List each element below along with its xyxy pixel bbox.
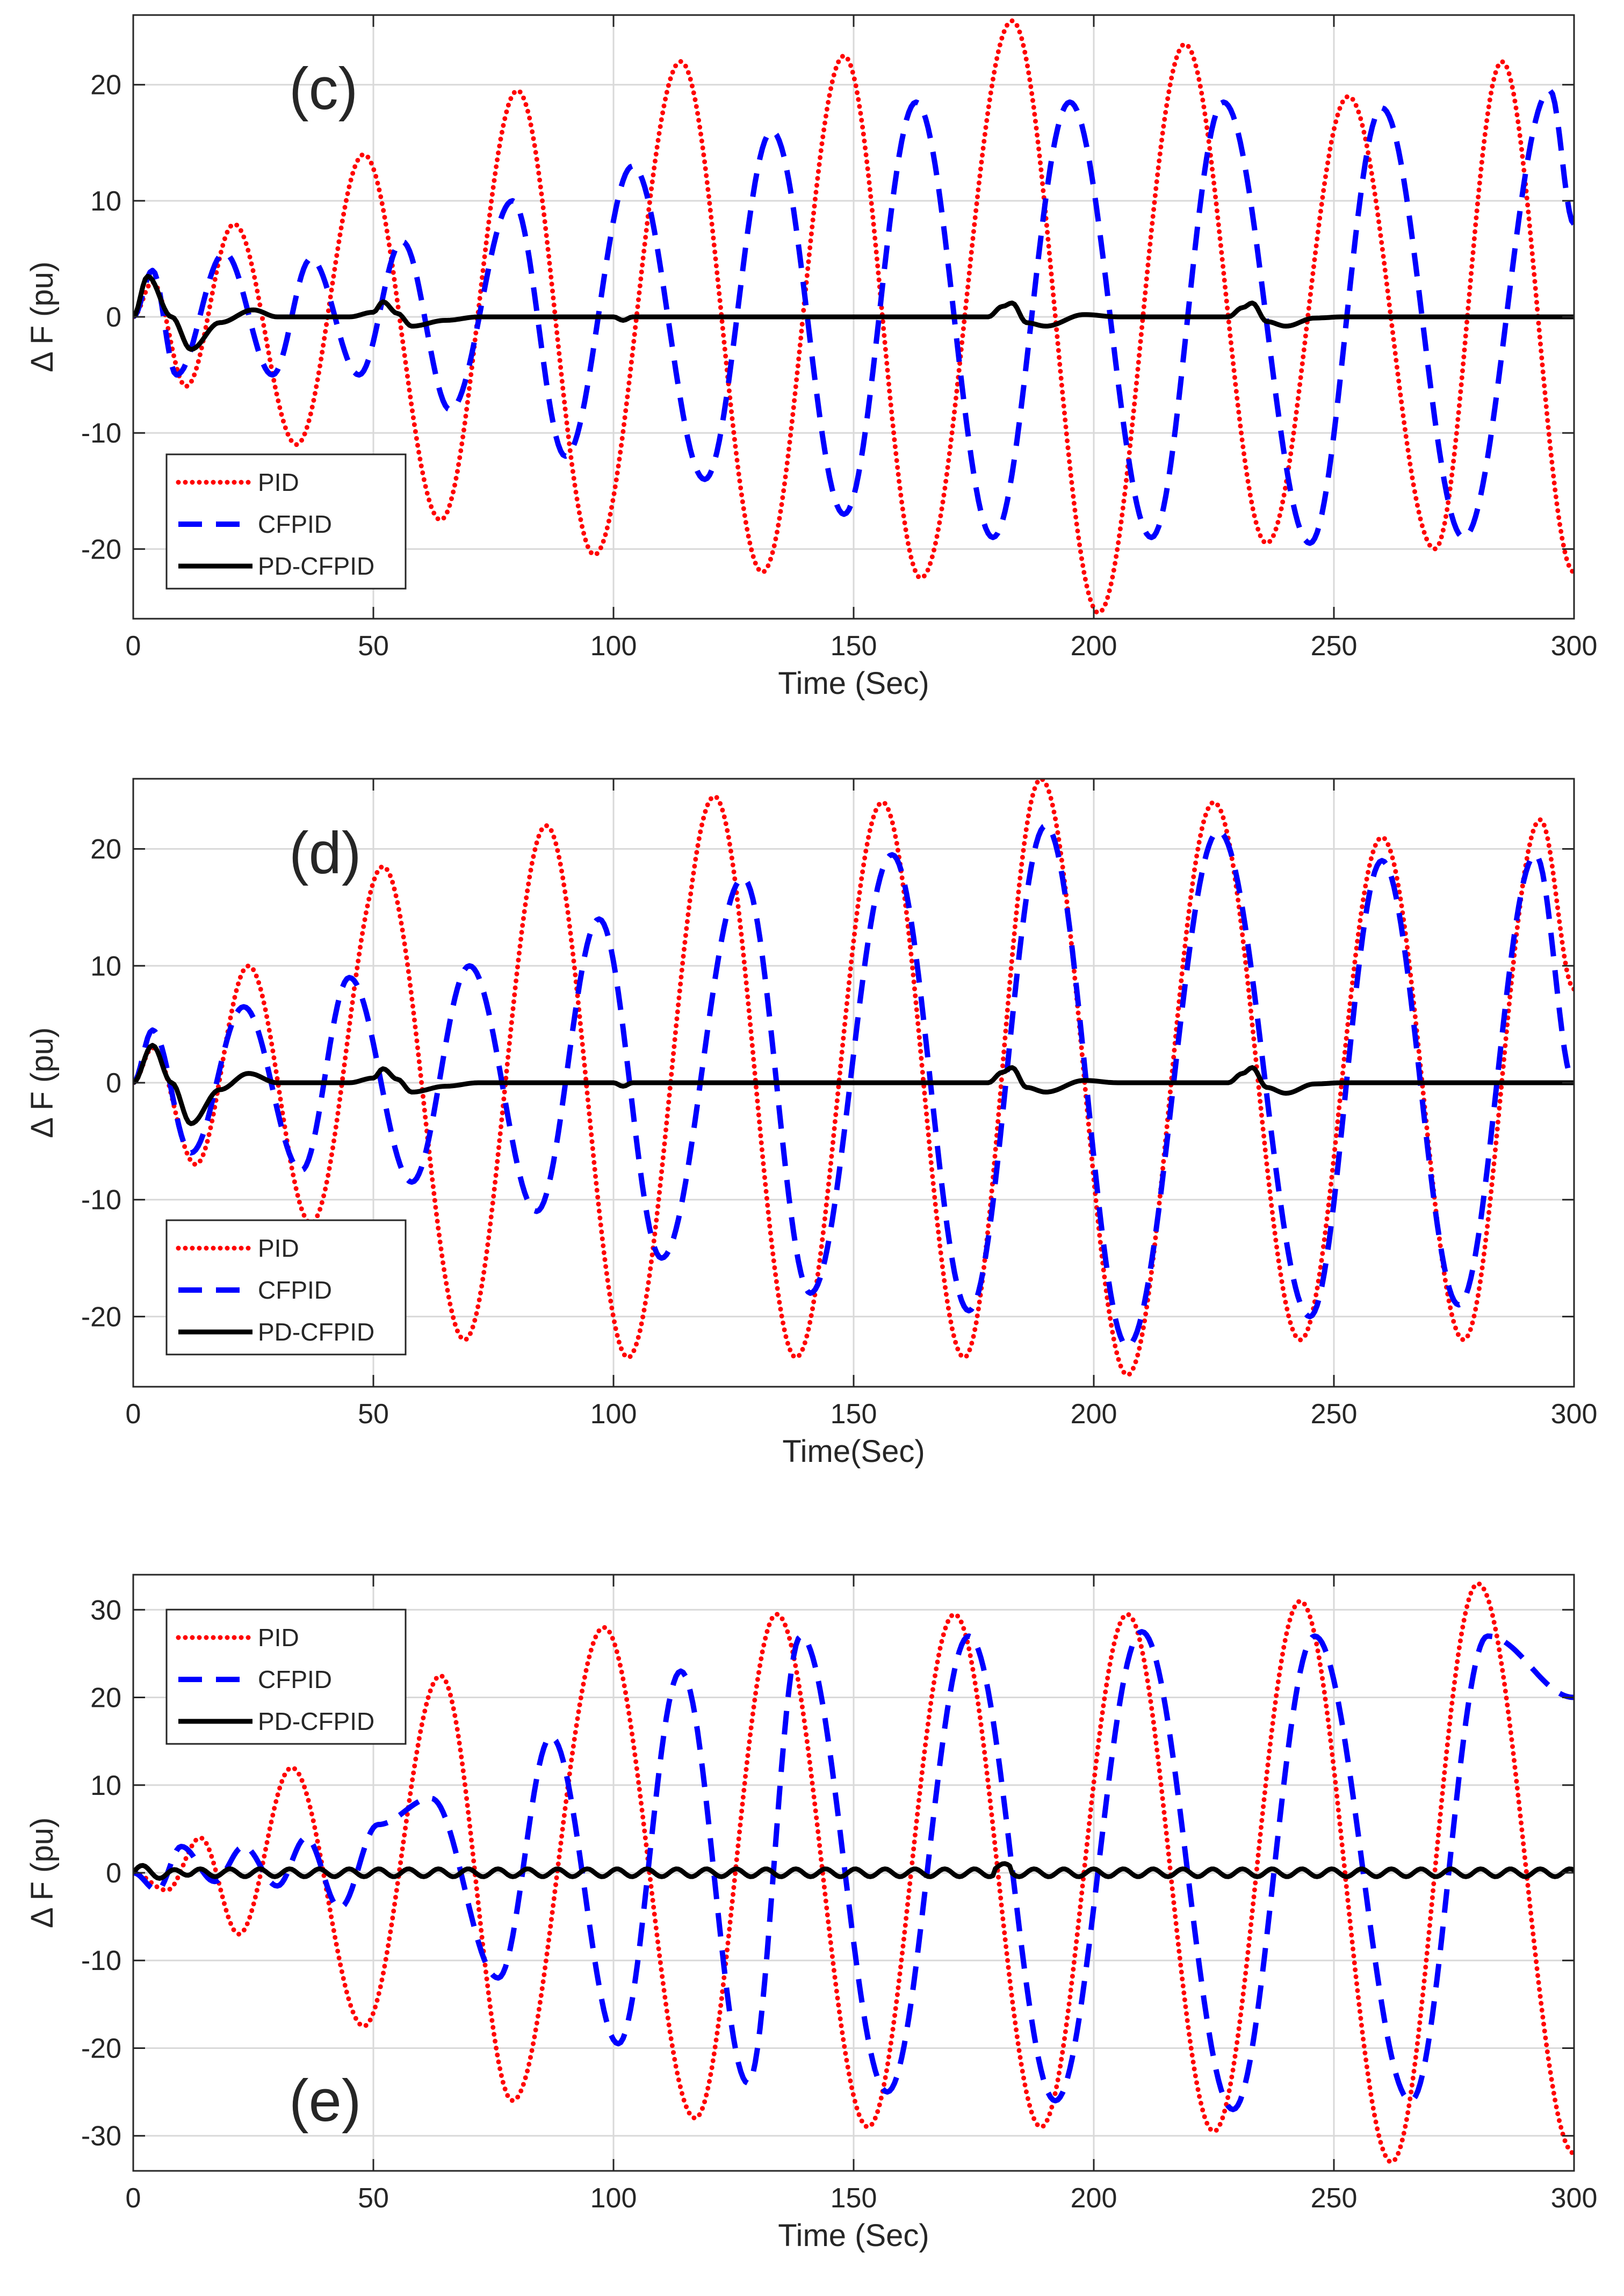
y-tick-label: -20 (81, 1301, 121, 1332)
x-tick-label: 300 (1551, 2183, 1598, 2214)
legend: PID CFPID PD-CFPID (165, 453, 407, 590)
y-tick-label: 20 (90, 834, 121, 865)
y-tick-label: 0 (106, 1068, 121, 1099)
x-tick-label: 100 (590, 2183, 637, 2214)
legend-label: PID (258, 1234, 299, 1262)
y-axis-label: Δ F (pu) (25, 1817, 60, 1928)
x-tick-label: 0 (126, 2183, 141, 2214)
legend-label: CFPID (258, 510, 332, 538)
series-line-pid (133, 1581, 1574, 2165)
y-tick-label: 10 (90, 951, 121, 982)
panel-label: (e) (289, 2068, 361, 2134)
y-tick-label: 30 (90, 1595, 121, 1626)
x-axis-label: Time (Sec) (778, 2218, 929, 2253)
x-tick-label: 150 (831, 631, 877, 662)
y-tick-label: 20 (90, 70, 121, 101)
y-tick-label: 10 (90, 186, 121, 217)
legend: PID CFPID PD-CFPID (165, 1609, 407, 1745)
y-tick-label: 10 (90, 1770, 121, 1801)
y-tick-label: 0 (106, 302, 121, 333)
x-tick-label: 250 (1311, 1399, 1358, 1430)
x-tick-label: 200 (1071, 631, 1117, 662)
x-tick-label: 0 (126, 631, 141, 662)
y-tick-label: 0 (106, 1858, 121, 1889)
chart-panel-c: 0 50 100 150 200 250 300 -20 -10 0 10 20 Time (Sec) Δ… (25, 14, 1598, 701)
y-tick-label: -20 (81, 2033, 121, 2064)
series-line-pid (133, 779, 1574, 1378)
x-tick-label: 0 (126, 1399, 141, 1430)
x-tick-label: 300 (1551, 1399, 1598, 1430)
series-line-pd-cfpid (133, 1042, 1574, 1126)
series-group (133, 779, 1574, 1378)
legend-label: PD-CFPID (258, 1318, 374, 1346)
chart-panel-d: 0 50 100 150 200 250 300 -20 -10 0 10 20 Time(Sec) Δ … (25, 778, 1598, 1469)
series-line-cfpid (133, 88, 1574, 546)
series-line-pid (133, 18, 1574, 615)
legend: PID CFPID PD-CFPID (165, 1219, 407, 1356)
y-tick-label: 20 (90, 1683, 121, 1714)
legend-label: CFPID (258, 1665, 332, 1693)
y-tick-label: -10 (81, 1945, 121, 1976)
series-group (133, 1581, 1574, 2165)
x-axis-label: Time (Sec) (778, 666, 929, 701)
x-tick-label: 200 (1071, 1399, 1117, 1430)
panel-label: (d) (289, 820, 361, 886)
legend-label: PD-CFPID (258, 552, 374, 580)
series-line-pd-cfpid (133, 273, 1574, 352)
legend-label: PID (258, 1624, 299, 1652)
series-line-pd-cfpid (133, 1861, 1574, 1881)
series-line-cfpid (133, 823, 1574, 1349)
legend-label: CFPID (258, 1276, 332, 1304)
x-tick-label: 50 (358, 1399, 389, 1430)
y-axis-label: Δ F (pu) (25, 262, 60, 372)
x-tick-label: 200 (1071, 2183, 1117, 2214)
series-line-cfpid (133, 1629, 1574, 2112)
chart-panel-e: 0 50 100 150 200 250 300 -30 -20 -10 0 10 20 30 Time (… (25, 1574, 1598, 2253)
x-tick-label: 100 (590, 631, 637, 662)
series-group (133, 18, 1574, 615)
x-tick-label: 150 (831, 2183, 877, 2214)
x-tick-label: 250 (1311, 2183, 1358, 2214)
x-tick-label: 100 (590, 1399, 637, 1430)
y-tick-label: -10 (81, 1185, 121, 1216)
y-tick-label: -10 (81, 418, 121, 449)
legend-label: PID (258, 468, 299, 496)
x-tick-label: 250 (1311, 631, 1358, 662)
panel-label: (c) (289, 56, 358, 122)
x-tick-label: 150 (831, 1399, 877, 1430)
x-tick-label: 300 (1551, 631, 1598, 662)
y-tick-label: -20 (81, 534, 121, 565)
x-tick-label: 50 (358, 631, 389, 662)
y-axis-label: Δ F (pu) (25, 1027, 60, 1138)
x-axis-label: Time(Sec) (782, 1434, 925, 1469)
x-tick-label: 50 (358, 2183, 389, 2214)
y-tick-label: -30 (81, 2121, 121, 2152)
legend-label: PD-CFPID (258, 1707, 374, 1735)
